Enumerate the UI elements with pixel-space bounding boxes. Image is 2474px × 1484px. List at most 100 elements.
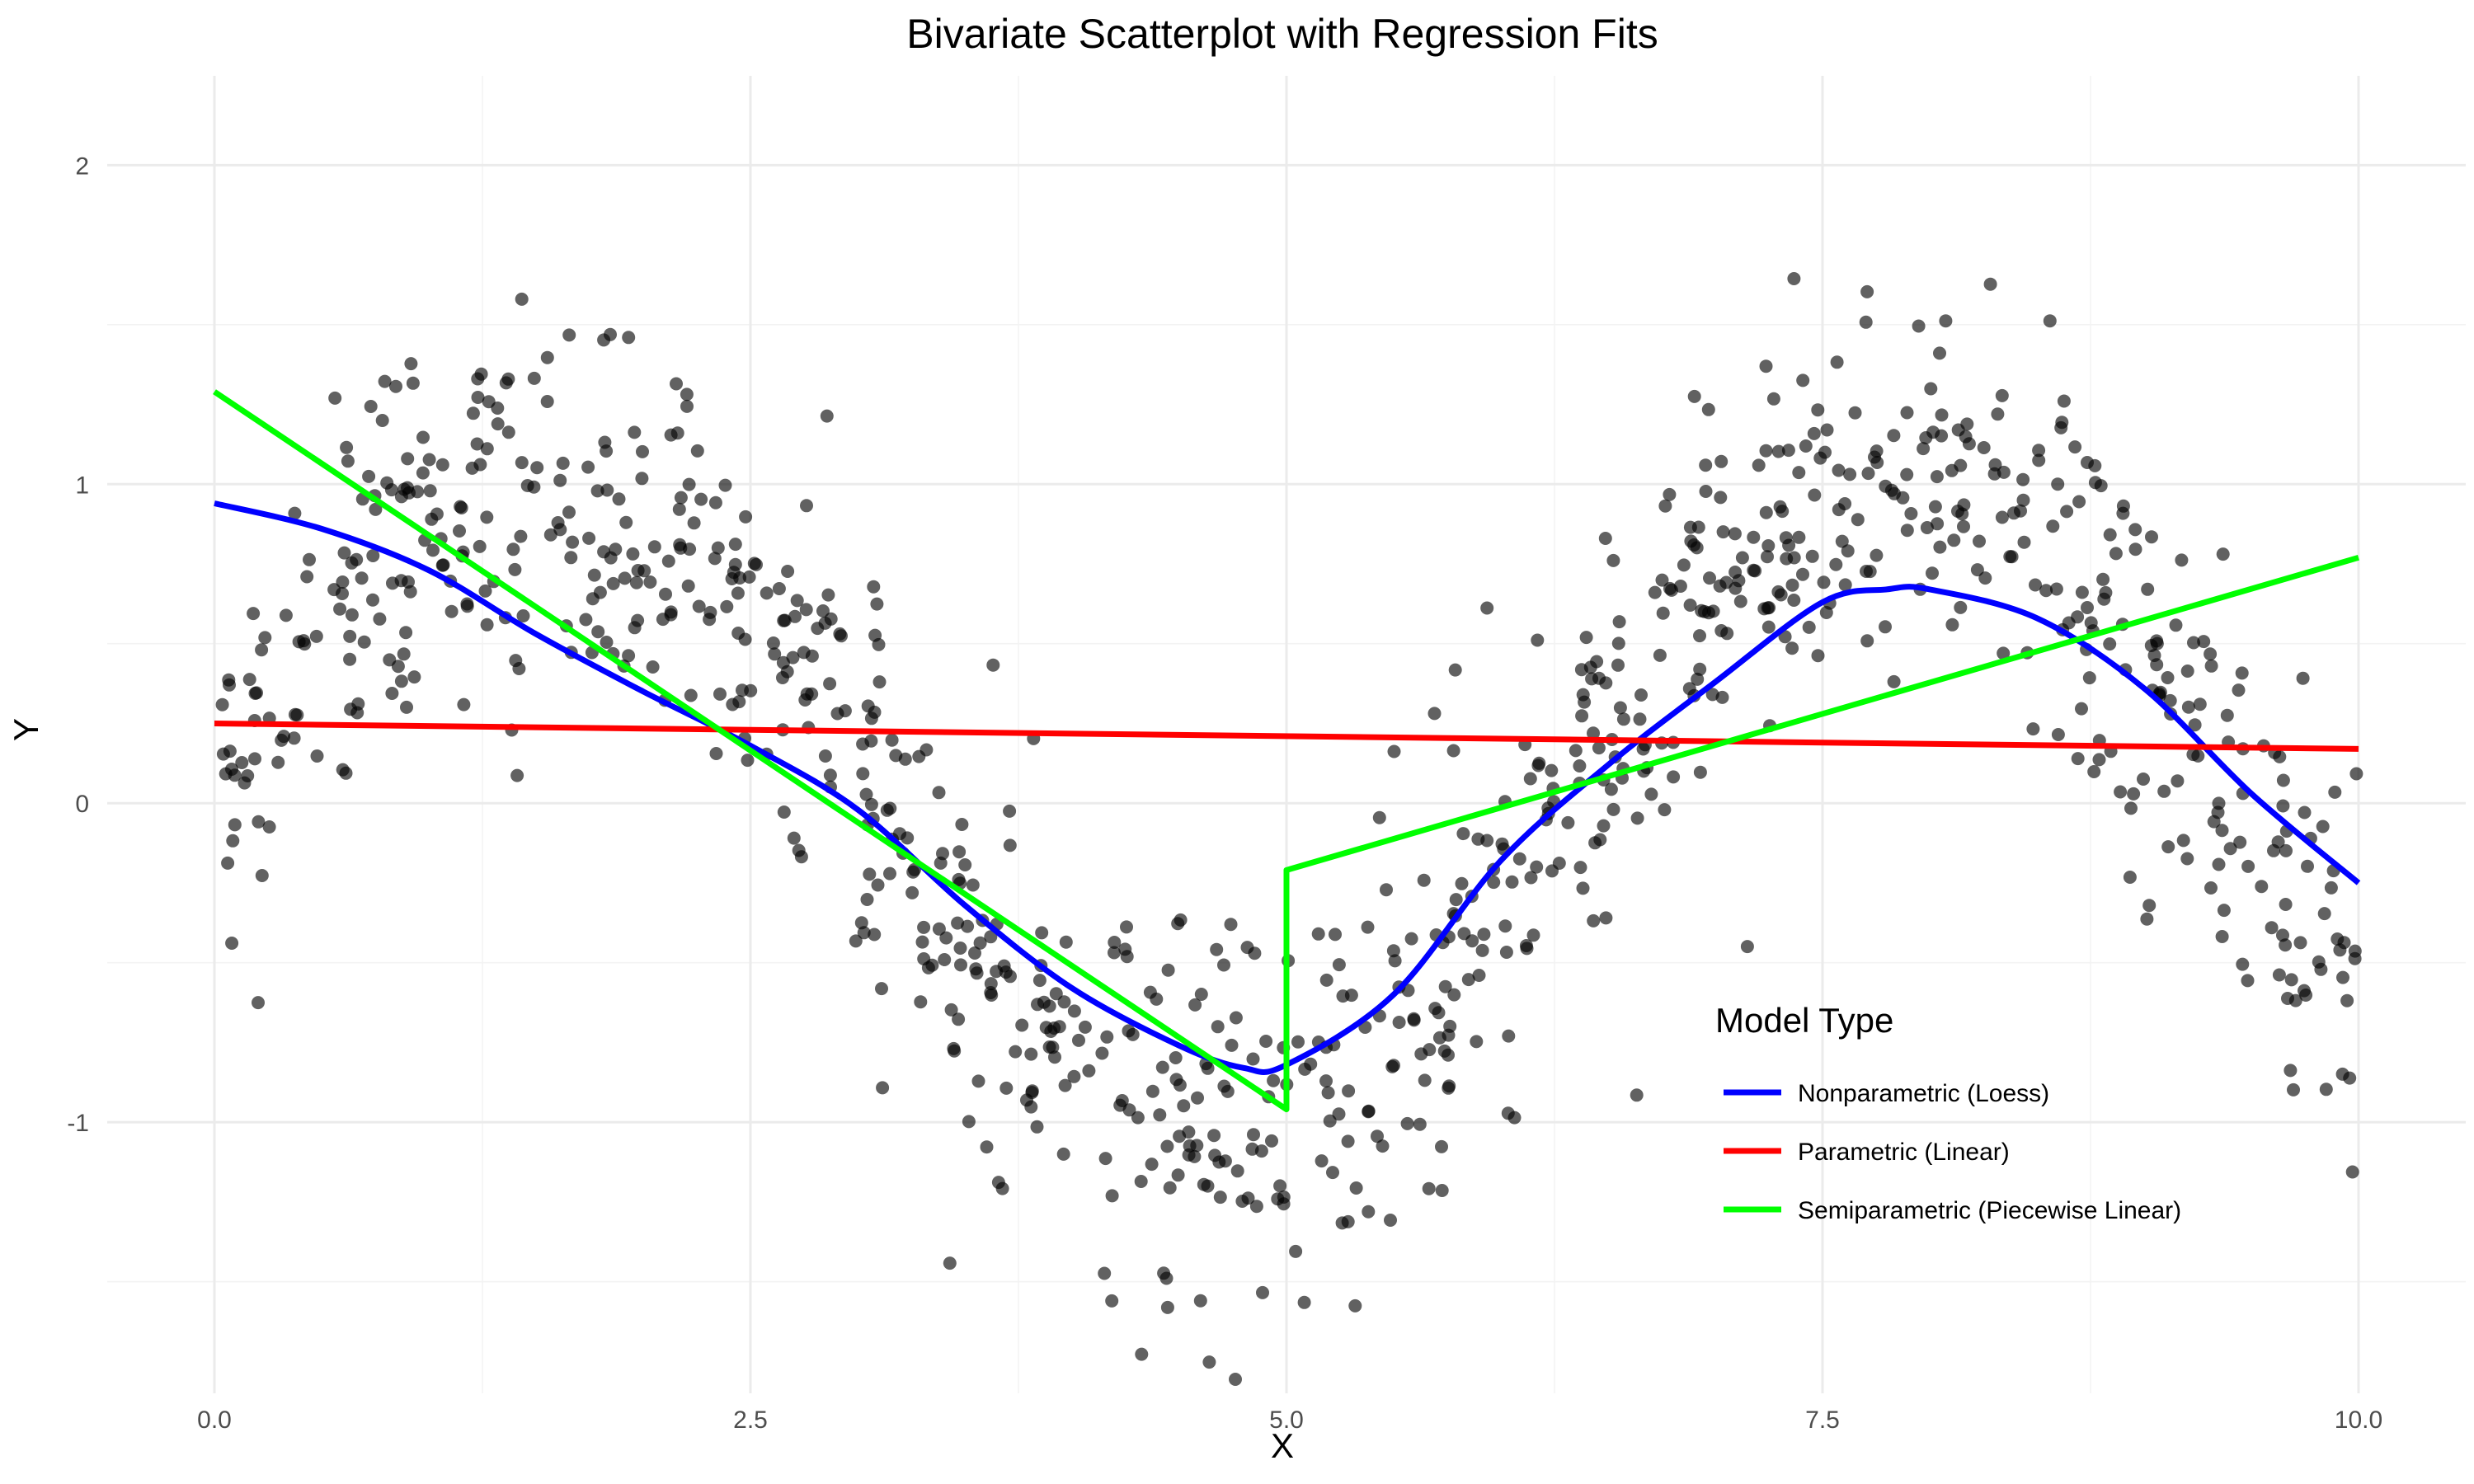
scatter-point <box>1056 1147 1070 1161</box>
scatter-point <box>622 649 636 663</box>
scatter-point <box>1703 571 1716 585</box>
scatter-point <box>1599 676 1613 690</box>
scatter-point <box>515 292 529 306</box>
scatter-point <box>1177 1099 1191 1113</box>
scatter-point <box>597 545 611 559</box>
scatter-point <box>1585 672 1599 686</box>
scatter-point <box>215 697 229 711</box>
scatter-point <box>277 730 291 744</box>
scatter-point <box>255 643 269 657</box>
scatter-point <box>292 635 306 649</box>
legend-label: Nonparametric (Loess) <box>1798 1080 2049 1107</box>
scatter-point <box>1159 1271 1174 1285</box>
scatter-point <box>962 1115 976 1129</box>
scatter-point <box>1248 946 1262 960</box>
scatter-point <box>2051 477 2065 491</box>
scatter-point <box>2161 671 2175 684</box>
scatter-point <box>2128 523 2142 537</box>
scatter-point <box>1122 1103 1136 1117</box>
scatter-point <box>1297 1295 1311 1309</box>
scatter-point <box>2296 671 2310 685</box>
scatter-point <box>1531 633 1545 647</box>
scatter-point <box>980 1140 994 1154</box>
scatter-point <box>1599 911 1613 925</box>
scatter-point <box>1217 1079 1231 1093</box>
scatter-point <box>1384 1214 1397 1227</box>
scatter-point <box>471 372 485 386</box>
scatter-point <box>1579 631 1593 645</box>
scatter-point <box>540 395 554 408</box>
scatter-point <box>1747 530 1761 544</box>
scatter-point <box>1217 958 1230 972</box>
scatter-point <box>1835 534 1849 548</box>
scatter-point <box>1387 744 1401 758</box>
scatter-point <box>1505 875 1519 889</box>
scatter-point <box>366 593 379 607</box>
scatter-point <box>1145 1084 1159 1098</box>
scatter-point <box>859 787 873 801</box>
scatter-point <box>1456 827 1470 841</box>
scatter-point <box>2324 881 2338 895</box>
scatter-point <box>1042 1040 1056 1054</box>
scatter-point <box>2017 535 2031 549</box>
scatter-point <box>760 586 774 600</box>
scatter-point <box>1759 359 1773 373</box>
scatter-point <box>1759 505 1773 519</box>
scatter-point <box>262 820 276 834</box>
scatter-point <box>1024 1047 1038 1061</box>
scatter-point <box>1728 527 1742 541</box>
scatter-point <box>708 552 722 566</box>
scatter-point <box>516 609 530 622</box>
scatter-point <box>1182 1125 1196 1139</box>
scatter-point <box>969 962 983 976</box>
scatter-point <box>2284 1064 2298 1078</box>
scatter-point <box>692 599 706 613</box>
scatter-point <box>2181 700 2195 714</box>
scatter-point <box>1067 1004 1081 1018</box>
scatter-point <box>1761 550 1774 564</box>
scatter-point <box>1691 672 1705 686</box>
scatter-point <box>1673 580 1687 593</box>
scatter-point <box>1830 355 1844 369</box>
scatter-point <box>1702 606 1715 620</box>
scatter-point <box>1332 1107 1346 1121</box>
scatter-point <box>2128 542 2142 556</box>
scatter-point <box>327 583 341 597</box>
scatter-point <box>238 776 252 790</box>
scatter-point <box>2060 505 2074 519</box>
scatter-point <box>530 461 544 475</box>
scatter-point <box>1781 444 1795 458</box>
scatter-point <box>2288 993 2302 1007</box>
scatter-point <box>1432 1031 1446 1045</box>
scatter-point <box>1120 920 1133 934</box>
scatter-point <box>728 538 742 552</box>
scatter-point <box>1630 811 1644 825</box>
scatter-point <box>1991 407 2005 421</box>
scatter-point <box>1740 940 1754 954</box>
scatter-point <box>777 805 791 819</box>
scatter-point <box>1761 620 1776 634</box>
scatter-point <box>1380 883 1393 897</box>
scatter-point <box>1447 988 1461 1002</box>
scatter-point <box>1733 594 1747 608</box>
scatter-point <box>939 931 953 945</box>
scatter-point <box>221 856 235 870</box>
scatter-point <box>905 885 920 899</box>
scatter-point <box>369 502 383 516</box>
scatter-point <box>1811 403 1825 417</box>
scatter-point <box>1656 606 1670 620</box>
scatter-point <box>1682 682 1696 696</box>
scatter-point <box>1407 1012 1421 1026</box>
scatter-point <box>1887 674 1901 688</box>
scatter-point <box>1422 1181 1436 1195</box>
scatter-point <box>1291 1035 1305 1049</box>
scatter-point <box>680 387 694 402</box>
scatter-point <box>703 605 717 619</box>
scatter-point <box>2057 394 2071 408</box>
scatter-point <box>991 1176 1005 1190</box>
scatter-point <box>690 444 704 458</box>
scatter-point <box>659 587 672 601</box>
scatter-point <box>1860 284 1874 298</box>
scatter-point <box>1438 979 1452 993</box>
scatter-point <box>2217 904 2231 918</box>
